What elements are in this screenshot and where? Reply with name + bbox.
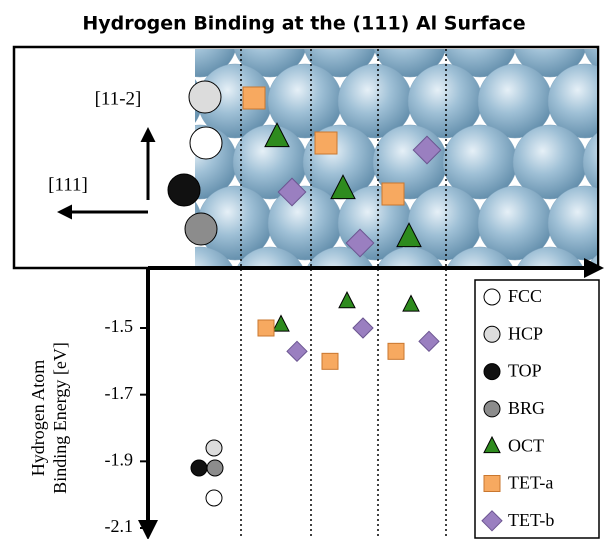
point <box>402 294 420 312</box>
site-marker <box>242 86 266 110</box>
point <box>286 340 308 363</box>
atom <box>516 246 584 267</box>
legend-marker <box>483 435 501 454</box>
atom <box>195 49 237 78</box>
atom <box>236 246 304 267</box>
legend-marker <box>483 288 501 306</box>
site-marker <box>314 131 338 155</box>
legend-label: FCC <box>508 286 542 306</box>
legend-label: HCP <box>508 323 543 343</box>
annotation: [111] <box>48 174 88 195</box>
legend-marker <box>483 475 501 492</box>
y-axis-label: Hydrogen Atom <box>28 360 48 477</box>
legend-marker <box>483 325 501 343</box>
legend-label: OCT <box>508 435 544 455</box>
site-marker <box>396 222 422 248</box>
site-marker <box>167 173 201 207</box>
y-axis-label: Binding Energy [eV] <box>50 342 70 494</box>
y-tick-label: -1.9 <box>105 449 134 469</box>
point <box>190 459 208 477</box>
point <box>352 317 374 339</box>
legend-marker <box>483 400 501 418</box>
site-marker <box>188 80 222 114</box>
y-tick-label: -1.5 <box>105 316 134 336</box>
atom <box>195 246 234 267</box>
y-tick-label: -2.1 <box>105 516 134 536</box>
surface <box>195 49 597 267</box>
site-marker <box>412 135 442 165</box>
site-marker <box>264 122 290 148</box>
point <box>338 291 356 309</box>
y-tick-label: -1.7 <box>105 383 134 403</box>
atom <box>446 246 514 267</box>
legend-label: TET-b <box>508 510 554 530</box>
legend-marker <box>483 363 501 381</box>
point <box>205 439 223 457</box>
site-marker <box>277 177 307 207</box>
site-marker <box>345 228 375 258</box>
point <box>321 352 339 370</box>
point <box>272 314 290 332</box>
legend-marker <box>481 510 503 532</box>
site-marker <box>381 182 405 206</box>
point <box>205 489 223 507</box>
site-marker <box>330 174 356 200</box>
legend-label: TET-a <box>508 473 553 493</box>
atom <box>547 63 597 139</box>
site-marker <box>184 212 218 246</box>
point <box>387 342 405 360</box>
chart-title: Hydrogen Binding at the (111) Al Surface <box>82 13 525 35</box>
point <box>257 319 275 337</box>
point <box>418 330 440 353</box>
atom <box>582 132 597 192</box>
atom <box>583 49 597 70</box>
legend-label: BRG <box>508 398 545 418</box>
annotation: [11-2] <box>95 88 142 109</box>
point <box>206 459 224 477</box>
site-marker <box>189 126 223 160</box>
atom <box>306 246 374 267</box>
legend-label: TOP <box>508 361 542 381</box>
